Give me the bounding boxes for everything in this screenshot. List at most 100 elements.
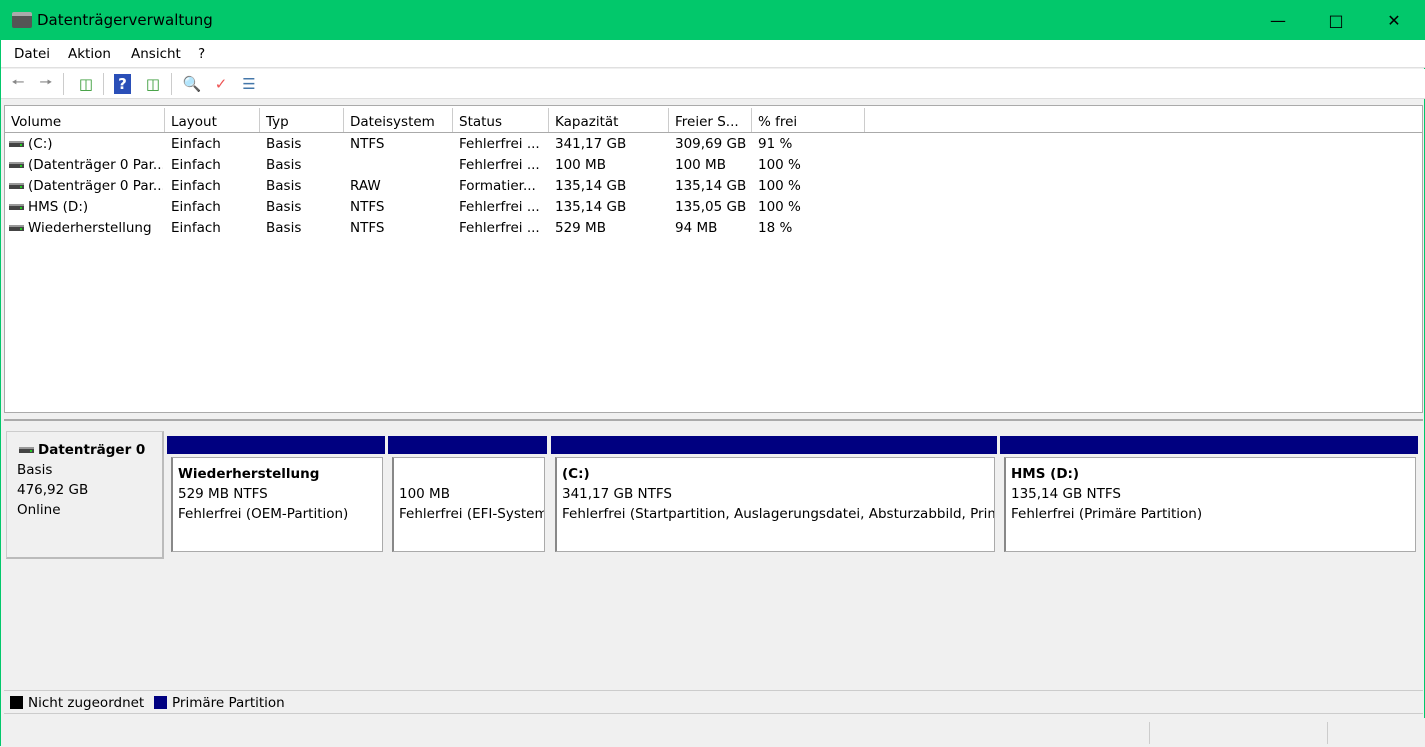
cell-text: 100 % xyxy=(758,157,801,173)
table-cell: Basis xyxy=(266,157,344,178)
disk-size: 476,92 GB xyxy=(17,482,89,498)
table-cell: Fehlerfrei ... xyxy=(459,157,549,178)
partition-size: 100 MB xyxy=(399,486,450,502)
column-header[interactable]: % frei xyxy=(752,108,865,132)
cell-text: NTFS xyxy=(350,220,385,236)
partition-status: Fehlerfrei (Primäre Partition) xyxy=(1011,506,1203,522)
partition-box[interactable]: HMS (D:) 135,14 GB NTFS Fehlerfrei (Primär… xyxy=(1004,457,1416,552)
connect-drive-icon[interactable]: 🔍 xyxy=(182,75,202,93)
table-cell: Basis xyxy=(266,199,344,220)
toolbar-separator xyxy=(103,73,104,95)
table-row[interactable]: (Datenträger 0 Par... Einfach Basis Fehlerf… xyxy=(5,155,1422,176)
legend-swatch-unallocated xyxy=(10,696,23,709)
status-bar xyxy=(1,718,1425,747)
table-row[interactable]: HMS (D:) Einfach Basis NTFS Fehlerfrei ... 13… xyxy=(5,197,1422,218)
cell-text: Einfach xyxy=(171,220,221,236)
disk-management-icon xyxy=(12,12,32,28)
table-cell: 91 % xyxy=(758,136,865,157)
volume-icon xyxy=(9,141,24,147)
partition-name: Wiederherstellung xyxy=(178,466,320,482)
cell-text: HMS (D:) xyxy=(28,199,89,215)
partition-box[interactable]: (C:) 341,17 GB NTFS Fehlerfrei (Startparti… xyxy=(555,457,995,552)
partition-header-bar xyxy=(388,436,547,454)
column-header[interactable]: Kapazität xyxy=(549,108,669,132)
cell-text: (C:) xyxy=(28,136,53,152)
table-cell: NTFS xyxy=(350,199,453,220)
show-hide-action-pane-icon[interactable]: ◫ xyxy=(145,75,161,93)
partition-name: HMS (D:) xyxy=(1011,466,1080,482)
table-cell: 135,14 GB xyxy=(555,178,669,199)
table-cell: Wiederherstellung xyxy=(9,220,163,241)
cell-text: Basis xyxy=(266,136,302,152)
column-header[interactable]: Layout xyxy=(165,108,260,132)
partition-box[interactable]: Wiederherstellung 529 MB NTFS Fehlerfrei (… xyxy=(171,457,383,552)
partition-header-bar xyxy=(167,436,385,454)
table-cell: 100 MB xyxy=(555,157,669,178)
help-icon[interactable]: ? xyxy=(114,74,131,94)
close-button[interactable]: ✕ xyxy=(1387,11,1401,30)
cell-text: NTFS xyxy=(350,199,385,215)
column-header[interactable]: Status xyxy=(453,108,549,132)
checklist-icon[interactable]: ☰ xyxy=(242,75,256,93)
cell-text: 341,17 GB xyxy=(555,136,627,152)
table-cell: Fehlerfrei ... xyxy=(459,199,549,220)
volume-icon xyxy=(9,183,24,189)
cell-text: 100 % xyxy=(758,178,801,194)
menu-datei[interactable]: Datei xyxy=(14,46,51,62)
column-header[interactable]: Dateisystem xyxy=(344,108,453,132)
legend-unallocated: Nicht zugeordnet xyxy=(28,695,145,711)
back-arrow-icon[interactable]: 🠔 xyxy=(11,72,25,91)
toolbar: 🠔 🠖 ◫ ? ◫ 🔍 ✓ ☰ xyxy=(1,69,1425,99)
cell-text: 529 MB xyxy=(555,220,606,236)
cell-text: Einfach xyxy=(171,136,221,152)
table-cell: Basis xyxy=(266,178,344,199)
cell-text: 135,14 GB xyxy=(675,178,747,194)
cell-text: Basis xyxy=(266,220,302,236)
menu-ansicht[interactable]: Ansicht xyxy=(131,46,181,62)
column-header[interactable]: Typ xyxy=(260,108,344,132)
forward-arrow-icon[interactable]: 🠖 xyxy=(39,72,53,91)
table-cell: 135,14 GB xyxy=(675,178,752,199)
cell-text: Fehlerfrei ... xyxy=(459,136,540,152)
drive-icon xyxy=(19,447,34,453)
table-cell: NTFS xyxy=(350,220,453,241)
disk-info[interactable]: Datenträger 0 Basis 476,92 GB Online xyxy=(6,431,164,559)
table-cell: 100 MB xyxy=(675,157,752,178)
cell-text: Einfach xyxy=(171,178,221,194)
toolbar-separator xyxy=(63,73,64,95)
cell-text: Basis xyxy=(266,199,302,215)
partition-size: 529 MB NTFS xyxy=(178,486,268,502)
cell-text: 18 % xyxy=(758,220,793,236)
cell-text: 100 MB xyxy=(555,157,606,173)
cell-text: Fehlerfrei ... xyxy=(459,220,540,236)
table-row[interactable]: (C:) Einfach Basis NTFS Fehlerfrei ... 341,17… xyxy=(5,134,1422,155)
table-cell: 135,14 GB xyxy=(555,199,669,220)
volume-list: Volume Layout Typ Dateisystem Status Kapazitä… xyxy=(4,105,1423,413)
properties-icon[interactable]: ✓ xyxy=(214,75,228,93)
partition-status: Fehlerfrei (Startpartition, Auslagerungs… xyxy=(562,506,994,522)
cell-text: 309,69 GB xyxy=(675,136,747,152)
table-cell: Basis xyxy=(266,220,344,241)
table-row[interactable]: (Datenträger 0 Par... Einfach Basis RAW Form… xyxy=(5,176,1422,197)
partition-box[interactable]: 100 MB Fehlerfrei (EFI-Systempartition) xyxy=(392,457,545,552)
table-cell: Fehlerfrei ... xyxy=(459,220,549,241)
maximize-button[interactable]: □ xyxy=(1328,11,1344,30)
table-cell: Einfach xyxy=(171,178,260,199)
cell-text: Formatier... xyxy=(459,178,536,194)
column-header[interactable]: Freier S... xyxy=(669,108,752,132)
disk-state: Online xyxy=(17,502,61,518)
menu-aktion[interactable]: Aktion xyxy=(68,46,111,62)
cell-text: Basis xyxy=(266,178,302,194)
disk-name: Datenträger 0 xyxy=(38,442,146,458)
cell-text: Einfach xyxy=(171,199,221,215)
cell-text: 100 MB xyxy=(675,157,726,173)
cell-text: Einfach xyxy=(171,157,221,173)
column-header[interactable]: Volume xyxy=(5,108,165,132)
cell-text: Basis xyxy=(266,157,302,173)
table-cell: Einfach xyxy=(171,220,260,241)
minimize-button[interactable]: — xyxy=(1270,11,1286,30)
table-row[interactable]: Wiederherstellung Einfach Basis NTFS Fehlerf… xyxy=(5,218,1422,239)
menu-help[interactable]: ? xyxy=(198,46,206,62)
show-hide-console-tree-icon[interactable]: ◫ xyxy=(78,75,94,93)
table-cell: RAW xyxy=(350,178,453,199)
